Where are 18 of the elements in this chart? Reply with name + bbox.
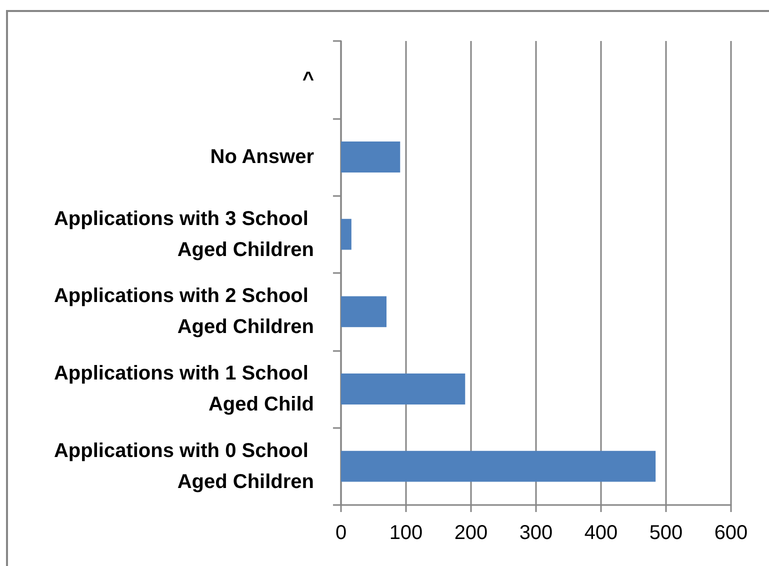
x-tick-label: 300 <box>519 522 553 544</box>
bar <box>341 296 386 328</box>
x-tick-label: 600 <box>714 522 748 544</box>
y-tick-label: No Answer <box>210 146 314 168</box>
bar <box>341 374 466 404</box>
y-tick-label: Applications with 0 School Aged Children <box>54 440 314 493</box>
x-tick-label: 0 <box>335 522 347 544</box>
bar <box>341 142 400 172</box>
bar <box>341 218 352 250</box>
y-tick-label: Applications with 1 School Aged Child <box>54 362 314 416</box>
y-tick-label: Applications with 3 School Aged Children <box>54 208 314 261</box>
y-tick-label: ^ <box>302 68 314 91</box>
x-tick-label: 200 <box>454 522 488 544</box>
x-tick-label: 400 <box>584 522 618 544</box>
y-tick-label: Applications with 2 School Aged Children <box>54 285 314 338</box>
bar <box>341 450 656 482</box>
x-tick-label: 500 <box>649 522 683 544</box>
x-tick-label: 100 <box>389 522 423 544</box>
